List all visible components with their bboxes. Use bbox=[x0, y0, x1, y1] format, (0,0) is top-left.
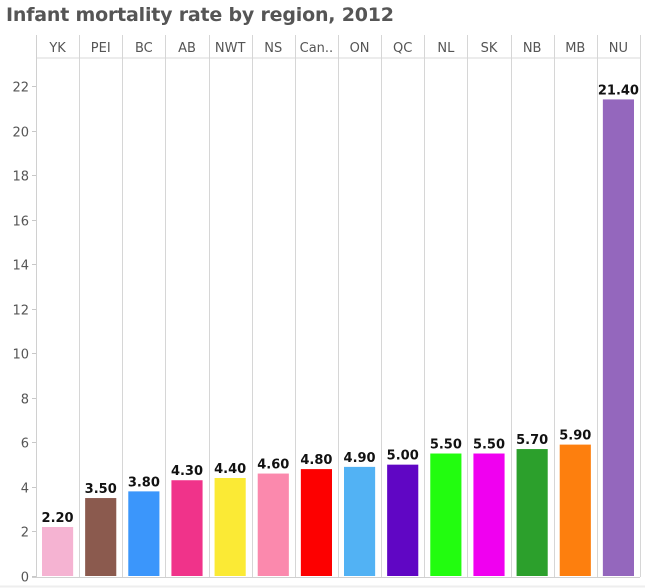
bar-nu bbox=[602, 99, 634, 576]
data-label: 4.60 bbox=[257, 458, 289, 473]
bars-layer bbox=[42, 99, 634, 576]
bar-nwt bbox=[214, 478, 246, 576]
data-label: 2.20 bbox=[42, 511, 74, 526]
axis-layer: 0 2 4 6 8 10 12 14 16 18 20 22 bbox=[12, 35, 37, 586]
x-category-label: YK bbox=[48, 41, 66, 56]
data-label: 5.50 bbox=[473, 438, 505, 453]
y-tick-label: 0 bbox=[21, 571, 29, 586]
x-category-label: AB bbox=[178, 41, 196, 56]
x-category-label: SK bbox=[481, 41, 498, 56]
y-tick-label: 4 bbox=[21, 482, 29, 497]
bar-pei bbox=[85, 498, 117, 576]
y-tick-label: 22 bbox=[12, 81, 29, 96]
y-tick-label: 16 bbox=[12, 215, 29, 230]
bar-nb bbox=[516, 449, 548, 576]
data-label: 4.30 bbox=[171, 464, 203, 479]
y-tick-label: 2 bbox=[21, 526, 29, 541]
x-category-label: NWT bbox=[215, 41, 246, 56]
x-category-label: NS bbox=[264, 41, 282, 56]
x-category-label: NB bbox=[523, 41, 542, 56]
x-category-label: BC bbox=[135, 41, 153, 56]
x-category-label: Can.. bbox=[300, 41, 334, 56]
data-label: 5.00 bbox=[387, 449, 419, 464]
bar-ab bbox=[171, 480, 203, 576]
bar-nl bbox=[430, 453, 462, 576]
data-label: 5.90 bbox=[559, 429, 591, 444]
x-category-label: MB bbox=[565, 41, 585, 56]
y-tick-label: 14 bbox=[12, 259, 29, 274]
x-category-label: NL bbox=[437, 41, 455, 56]
grid-layer bbox=[0, 35, 645, 588]
data-label: 4.90 bbox=[344, 451, 376, 466]
y-tick-label: 6 bbox=[21, 437, 29, 452]
x-category-label: NU bbox=[609, 41, 628, 56]
y-tick-label: 18 bbox=[12, 170, 29, 185]
data-label: 3.80 bbox=[128, 475, 160, 490]
y-tick-label: 10 bbox=[12, 348, 29, 363]
y-tick-label: 12 bbox=[12, 304, 29, 319]
labels-layer: YK PEI BC AB NWT NS Can.. ON QC NL SK NB MB NU 2.20 3.5… bbox=[42, 41, 639, 526]
x-category-label: PEI bbox=[91, 41, 111, 56]
y-tick-label: 20 bbox=[12, 126, 29, 141]
chart-title: Infant mortality rate by region, 2012 bbox=[6, 4, 394, 26]
data-label: 4.80 bbox=[300, 453, 332, 468]
x-category-label: ON bbox=[350, 41, 370, 56]
bar-mb bbox=[559, 444, 591, 576]
bar-on bbox=[344, 466, 376, 576]
bar-qc bbox=[387, 464, 419, 576]
bar-yk bbox=[42, 527, 74, 576]
x-category-label: QC bbox=[393, 41, 412, 56]
data-label: 5.50 bbox=[430, 438, 462, 453]
bar-can bbox=[300, 469, 332, 576]
bar-bc bbox=[128, 491, 160, 576]
data-label: 4.40 bbox=[214, 462, 246, 477]
data-label: 21.40 bbox=[598, 83, 639, 98]
data-label: 5.70 bbox=[516, 433, 548, 448]
bar-sk bbox=[473, 453, 505, 576]
data-label: 3.50 bbox=[85, 482, 117, 497]
bar-ns bbox=[257, 473, 289, 576]
y-tick-label: 8 bbox=[21, 393, 29, 408]
